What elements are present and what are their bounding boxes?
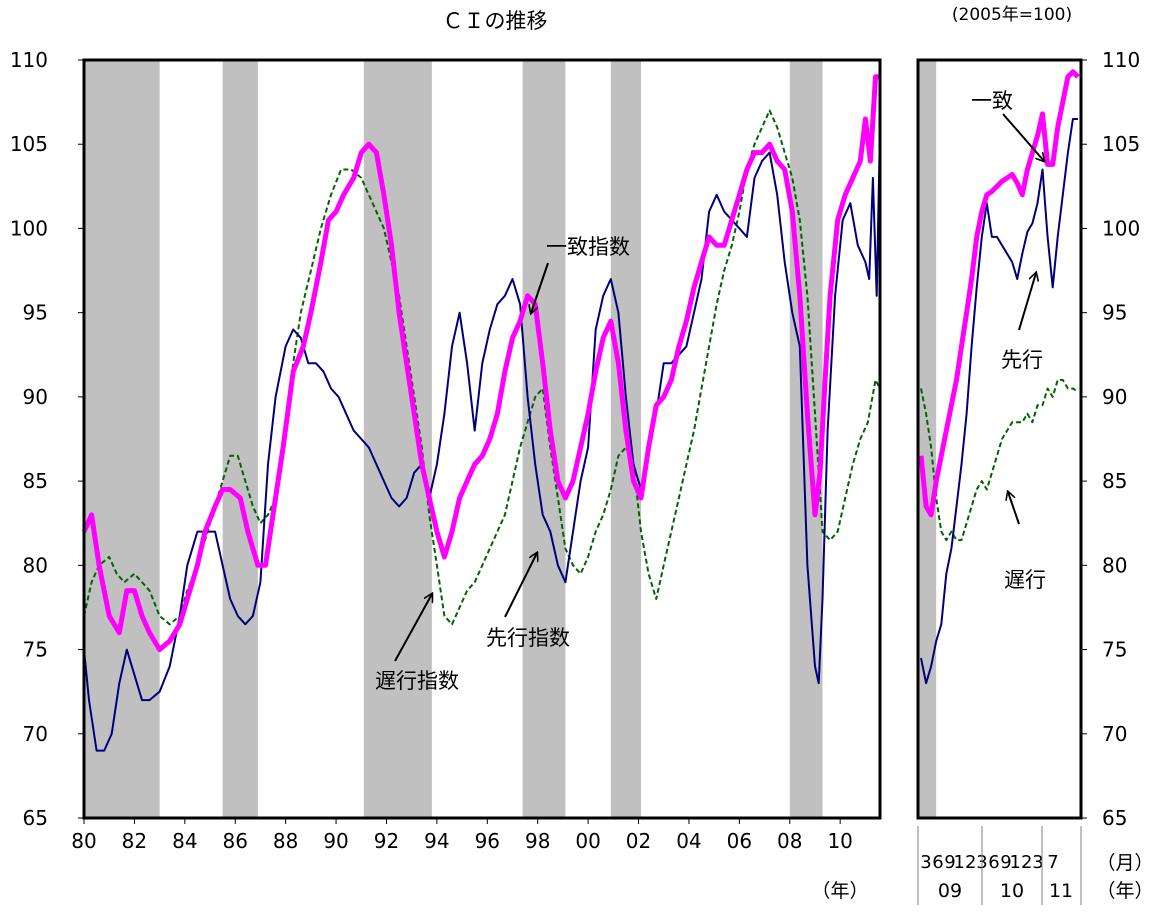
recession-band-3 xyxy=(522,60,566,818)
inset-year-label: 10 xyxy=(1000,880,1024,902)
inset-month-tick-label: 3 xyxy=(920,852,931,873)
lagging-index-line xyxy=(83,109,881,626)
inset-y-tick-label: 80 xyxy=(1102,553,1127,577)
main-x-tick-label: 04 xyxy=(676,829,701,853)
main-y-tick-label: 105 xyxy=(10,132,48,156)
inset-y-tick-label: 70 xyxy=(1102,722,1127,746)
leading-annotation-arrow xyxy=(504,553,537,618)
inset-leading-line xyxy=(920,118,1078,685)
main-y-tick-label: 90 xyxy=(23,385,48,409)
main-x-tick-label: 06 xyxy=(727,829,752,853)
main-plot: 65 70 75 80 85 90 95 100 105 110 80 82 84 86 88 90 92 94 9… xyxy=(10,48,882,853)
coincident-annotation-label: 一致指数 xyxy=(546,235,630,259)
inset-month-tick-label: 12 xyxy=(954,852,977,873)
main-x-axis-unit-label: （年） xyxy=(811,880,868,902)
main-y-tick-label: 100 xyxy=(10,216,48,240)
inset-lagging-annotation-arrow xyxy=(1008,492,1020,525)
inset-y-tick-label: 95 xyxy=(1102,301,1127,325)
inset-lagging-line xyxy=(920,379,1079,542)
main-y-tick-label: 70 xyxy=(23,722,48,746)
main-x-tick-label: 84 xyxy=(172,829,197,853)
main-x-tick-label: 94 xyxy=(424,829,449,853)
coincident-annotation-arrow xyxy=(531,262,549,313)
main-x-tick-label: 98 xyxy=(525,829,550,853)
main-x-tick-label: 02 xyxy=(626,829,651,853)
inset-month-tick-label: 9 xyxy=(944,852,955,873)
inset-month-tick-label: 12 xyxy=(1010,852,1033,873)
inset-leading-annotation-arrow xyxy=(1018,273,1036,331)
inset-year-label: 09 xyxy=(938,880,962,902)
main-x-tick-label: 08 xyxy=(777,829,802,853)
main-x-tick-label: 92 xyxy=(374,829,399,853)
inset-month-tick-label: 6 xyxy=(988,852,999,873)
inset-coincident-line xyxy=(918,69,1080,518)
inset-y-tick-label: 90 xyxy=(1102,385,1127,409)
recession-band-5 xyxy=(789,60,823,818)
recession-band-1 xyxy=(222,60,258,818)
main-x-tick-label: 88 xyxy=(273,829,298,853)
main-y-tick-label: 65 xyxy=(23,806,48,830)
inset-coincident-annotation-arrow xyxy=(1002,113,1044,161)
inset-y-tick-label: 75 xyxy=(1102,638,1127,662)
main-x-tick-label: 90 xyxy=(323,829,348,853)
inset-month-tick-label: 6 xyxy=(932,852,943,873)
main-x-tick-label: 82 xyxy=(122,829,147,853)
main-y-tick-label: 75 xyxy=(23,638,48,662)
main-y-tick-label: 95 xyxy=(23,301,48,325)
main-x-tick-label: 96 xyxy=(475,829,500,853)
coincident-index-line xyxy=(81,74,880,653)
main-y-tick-label: 110 xyxy=(10,48,48,72)
main-x-tick-label: 80 xyxy=(71,829,96,853)
main-y-tick-label: 85 xyxy=(23,469,48,493)
inset-month-unit-label: （月） xyxy=(1096,852,1153,874)
leading-index-line xyxy=(83,127,881,752)
inset-recession-band xyxy=(918,60,937,818)
chart-title: ＣＩの推移 xyxy=(443,9,548,33)
inset-month-tick-label: 9 xyxy=(1000,852,1011,873)
inset-y-tick-label: 100 xyxy=(1102,216,1140,240)
inset-y-tick-label: 65 xyxy=(1102,806,1127,830)
inset-y-tick-label: 105 xyxy=(1102,132,1140,156)
lagging-annotation-label: 遅行指数 xyxy=(375,669,459,693)
main-x-tick-label: 10 xyxy=(827,829,852,853)
inset-leading-annotation-label: 先行 xyxy=(1001,348,1043,372)
lagging-annotation-arrow xyxy=(394,594,432,662)
inset-coincident-annotation-label: 一致 xyxy=(971,89,1013,113)
main-x-tick-label: 00 xyxy=(575,829,600,853)
inset-year-label: 11 xyxy=(1049,880,1073,902)
inset-month-tick-label: 3 xyxy=(1032,852,1043,873)
inset-month-tick-label: 7 xyxy=(1047,852,1058,873)
inset-lagging-annotation-label: 遅行 xyxy=(1004,568,1046,592)
main-plot-frame xyxy=(82,58,882,820)
inset-year-unit-label: （年） xyxy=(1096,880,1153,902)
recession-band-0 xyxy=(84,60,160,818)
main-y-tick-label: 80 xyxy=(23,553,48,577)
recession-band-2 xyxy=(363,60,432,818)
inset-plot-frame xyxy=(916,58,1083,820)
main-x-tick-label: 86 xyxy=(223,829,248,853)
inset-y-tick-label: 110 xyxy=(1102,48,1140,72)
leading-annotation-label: 先行指数 xyxy=(486,626,570,650)
inset-y-tick-label: 85 xyxy=(1102,469,1127,493)
inset-base-year-label: (2005年=100) xyxy=(952,5,1072,25)
